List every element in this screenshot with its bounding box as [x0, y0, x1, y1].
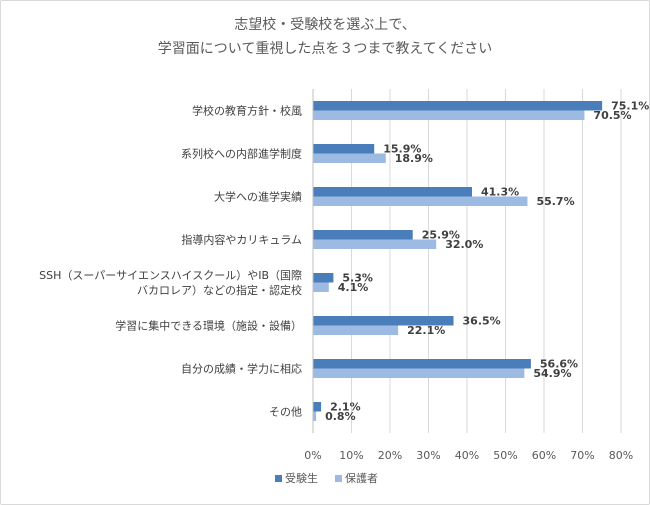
bar-guardian [313, 239, 437, 249]
x-tick-label: 30% [416, 449, 440, 462]
x-tick-label: 50% [493, 449, 517, 462]
bar-guardian [313, 368, 525, 378]
legend-label: 保護者 [345, 471, 378, 485]
bar-guardian [313, 282, 329, 292]
data-label: 18.9% [395, 152, 433, 165]
bar-guardian [313, 196, 528, 206]
data-label: 56.6% [540, 358, 578, 371]
data-label: 15.9% [383, 143, 421, 156]
bar-guardian [313, 325, 399, 335]
x-tick-label: 10% [339, 449, 363, 462]
category-label: その他 [269, 406, 302, 419]
data-label: 2.1% [330, 401, 361, 414]
category-label: 大学への進学実績 [214, 190, 302, 204]
x-tick-label: 40% [455, 449, 479, 462]
bar-examinee [313, 230, 413, 240]
category-label: 指導内容やカリキュラム [181, 233, 302, 247]
category-label: 系列校への内部進学制度 [181, 147, 302, 161]
bar-examinee [313, 101, 603, 111]
category-label: 学校の教育方針・校風 [192, 104, 302, 118]
bar-guardian [313, 411, 317, 421]
bar-examinee [313, 402, 322, 412]
bar-examinee [313, 144, 375, 154]
bar-examinee [313, 359, 531, 369]
legend-label: 受験生 [285, 471, 318, 485]
data-label: 22.1% [407, 324, 445, 337]
data-label: 70.5% [593, 109, 631, 122]
chart-title-line: 志望校・受験校を選ぶ上で、 [234, 16, 415, 33]
chart-title-line: 学習面について重視した点を３つまで教えてください [158, 41, 492, 57]
category-label: バカロレア）などの指定・認定校 [137, 283, 302, 297]
data-label: 0.8% [325, 410, 356, 423]
bar-examinee [313, 273, 334, 283]
data-label: 41.3% [481, 186, 519, 199]
data-label: 32.0% [445, 238, 483, 251]
x-tick-label: 80% [609, 449, 633, 462]
legend-swatch [335, 475, 342, 482]
x-tick-label: 0% [304, 449, 321, 462]
x-tick-label: 60% [532, 449, 556, 462]
data-label: 4.1% [338, 281, 369, 294]
bar-guardian [313, 110, 585, 120]
legend-swatch [275, 475, 282, 482]
data-label: 25.9% [422, 229, 460, 242]
bar-examinee [313, 316, 454, 326]
data-label: 5.3% [342, 272, 373, 285]
category-label: SSH（スーパーサイエンスハイスクール）やIB（国際 [39, 269, 302, 282]
category-label: 学習に集中できる環境（施設・設備） [115, 319, 302, 333]
data-label: 36.5% [463, 315, 501, 328]
x-tick-label: 70% [570, 449, 594, 462]
data-label: 55.7% [536, 195, 574, 208]
data-label: 75.1% [611, 100, 649, 113]
data-label: 54.9% [533, 367, 571, 380]
bar-examinee [313, 187, 473, 197]
category-label: 自分の成績・学力に相応 [181, 362, 302, 376]
x-tick-label: 20% [378, 449, 402, 462]
bar-guardian [313, 153, 386, 163]
